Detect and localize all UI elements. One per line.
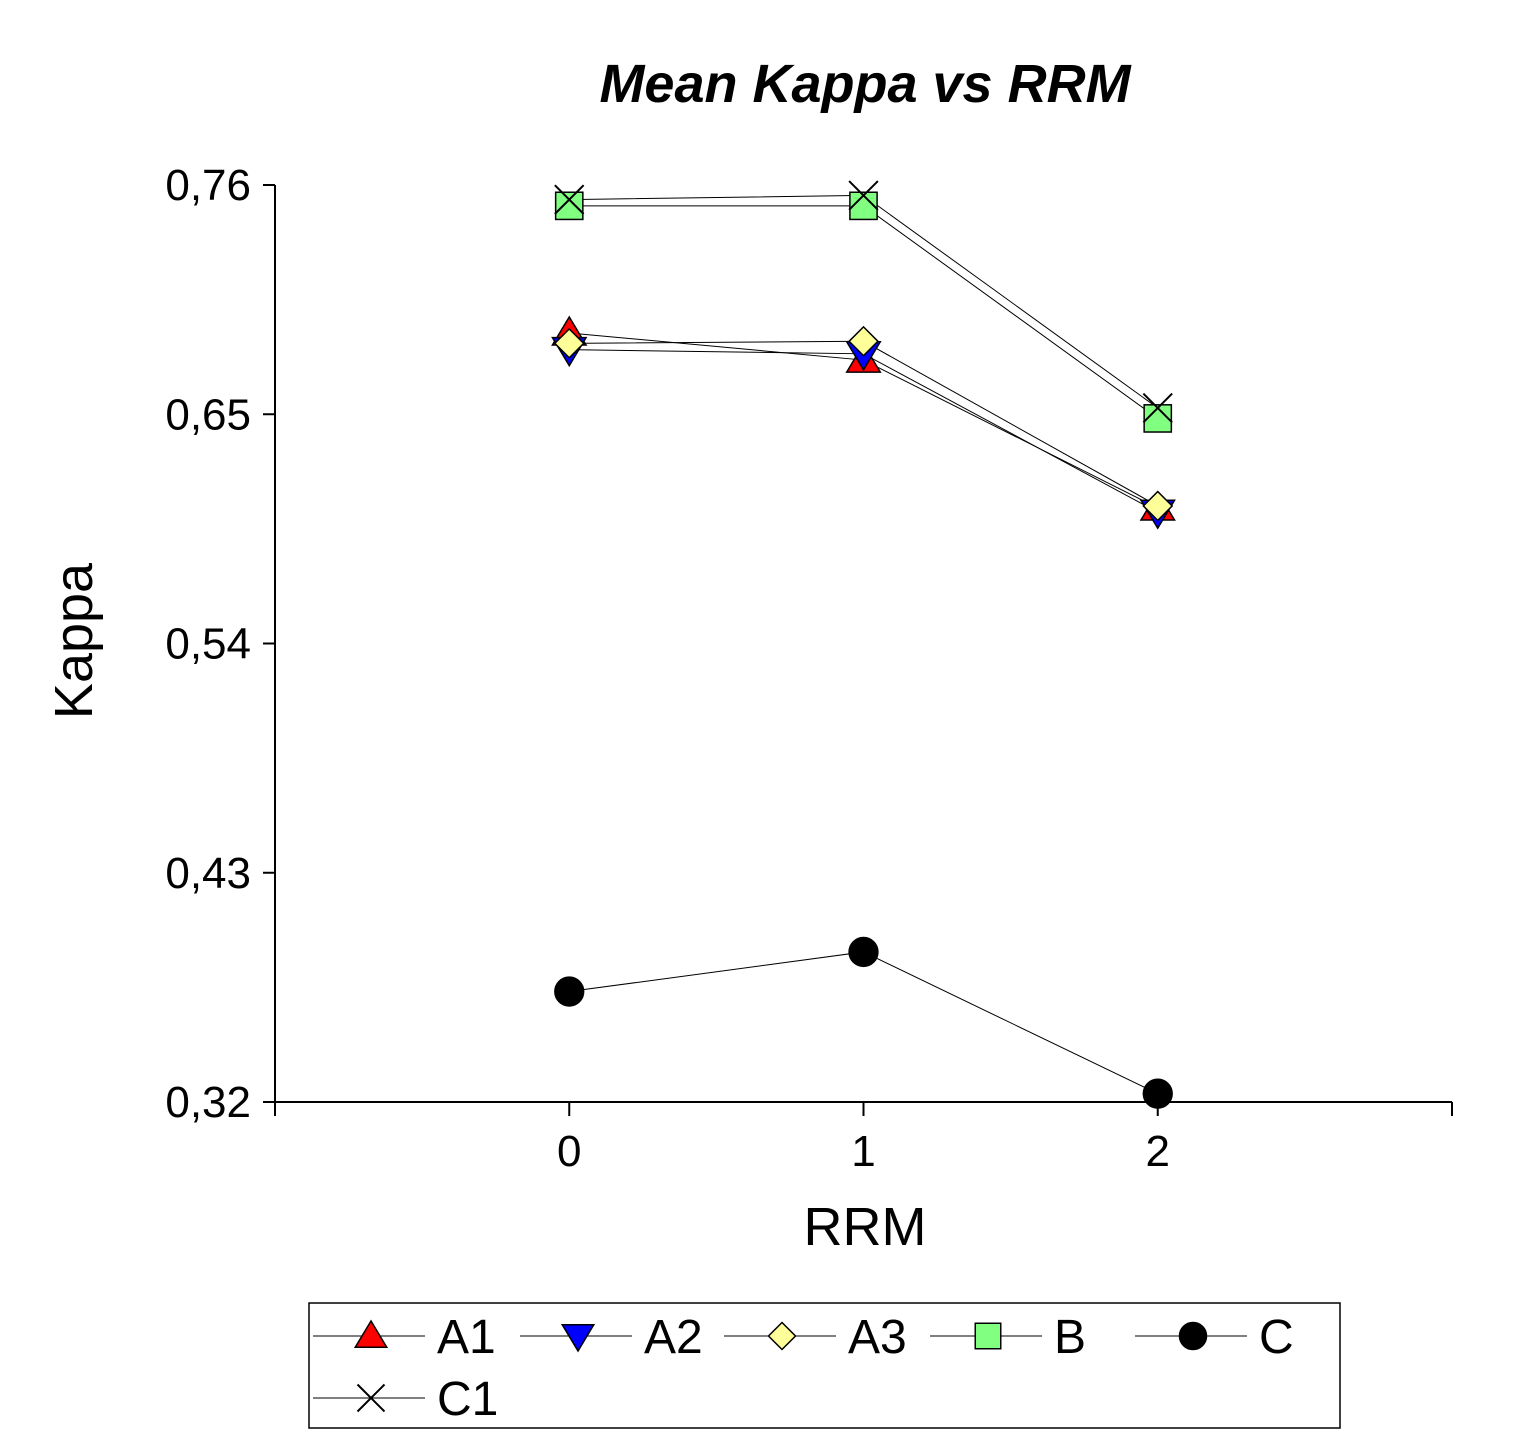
y-tick-label: 0,76	[165, 161, 251, 210]
legend-label-a2: A2	[644, 1311, 703, 1364]
legend-marker-a3	[767, 1321, 797, 1351]
data-point-a3	[1142, 490, 1174, 522]
data-point-c	[848, 936, 879, 968]
x-tick-label: 0	[557, 1127, 581, 1176]
data-point-c1	[1142, 392, 1173, 424]
series-line-c1	[569, 194, 1159, 409]
legend: A1 A2 A3 B C C1	[308, 1302, 1341, 1429]
chart-title: Mean Kappa vs RRM	[599, 54, 1131, 114]
plot-area: 0,76 0,65 0,54 0,43 0,32 0 1 2	[165, 161, 1453, 1176]
series-line-c	[569, 951, 1158, 1095]
x-axis-label: RRM	[804, 1197, 927, 1257]
legend-marker-a1	[353, 1319, 389, 1348]
data-point-a3	[848, 325, 879, 357]
legend-marker-a2	[560, 1324, 596, 1353]
legend-label-b: B	[1054, 1311, 1086, 1364]
data-point-c	[1142, 1078, 1173, 1109]
y-axis-ticks: 0,76 0,65 0,54 0,43 0,32	[165, 161, 275, 1127]
legend-label-a3: A3	[848, 1311, 907, 1364]
x-tick-label: 1	[851, 1127, 875, 1176]
legend-label-a1: A1	[437, 1311, 496, 1364]
y-tick-label: 0,32	[165, 1078, 251, 1127]
legend-marker-b	[974, 1322, 1002, 1350]
x-tick-label: 2	[1146, 1127, 1170, 1176]
y-tick-label: 0,43	[165, 849, 251, 898]
legend-label-c: C	[1259, 1311, 1294, 1364]
data-point-c	[554, 976, 585, 1007]
data-point-c1	[848, 180, 879, 211]
legend-box	[308, 1302, 1341, 1429]
series-line-a2	[569, 349, 1158, 513]
series-line-b	[569, 205, 1159, 419]
y-tick-label: 0,54	[165, 620, 251, 669]
y-tick-label: 0,65	[165, 390, 251, 439]
legend-marker-c1	[356, 1383, 386, 1413]
y-axis-label: Kappa	[44, 562, 104, 719]
data-point-c1	[554, 184, 585, 215]
x-axis-ticks: 0 1 2	[274, 1102, 1453, 1176]
series-markers	[551, 180, 1176, 1109]
data-point-b	[554, 191, 584, 221]
legend-marker-c	[1178, 1321, 1208, 1351]
data-point-a3	[553, 327, 585, 359]
legend-label-c1: C1	[437, 1373, 498, 1426]
legend-items: A1 A2 A3 B C C1	[313, 1311, 1294, 1426]
